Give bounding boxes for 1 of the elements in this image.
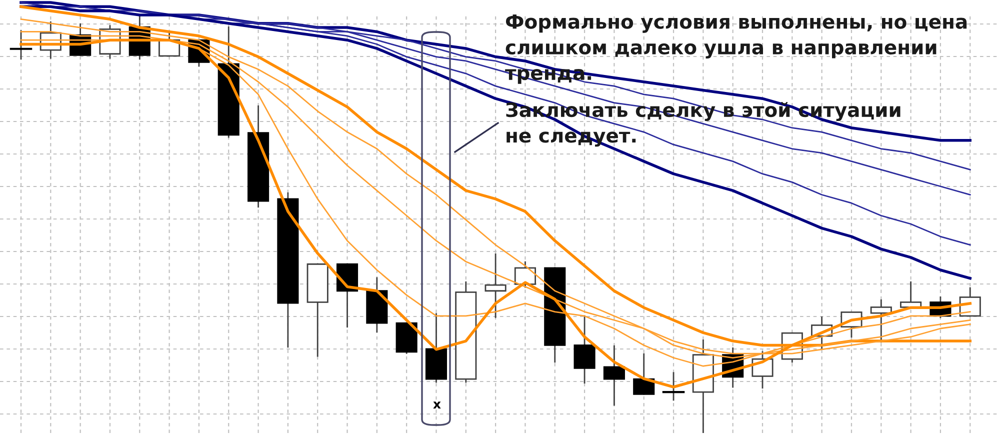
- annotation: x: [433, 402, 441, 408]
